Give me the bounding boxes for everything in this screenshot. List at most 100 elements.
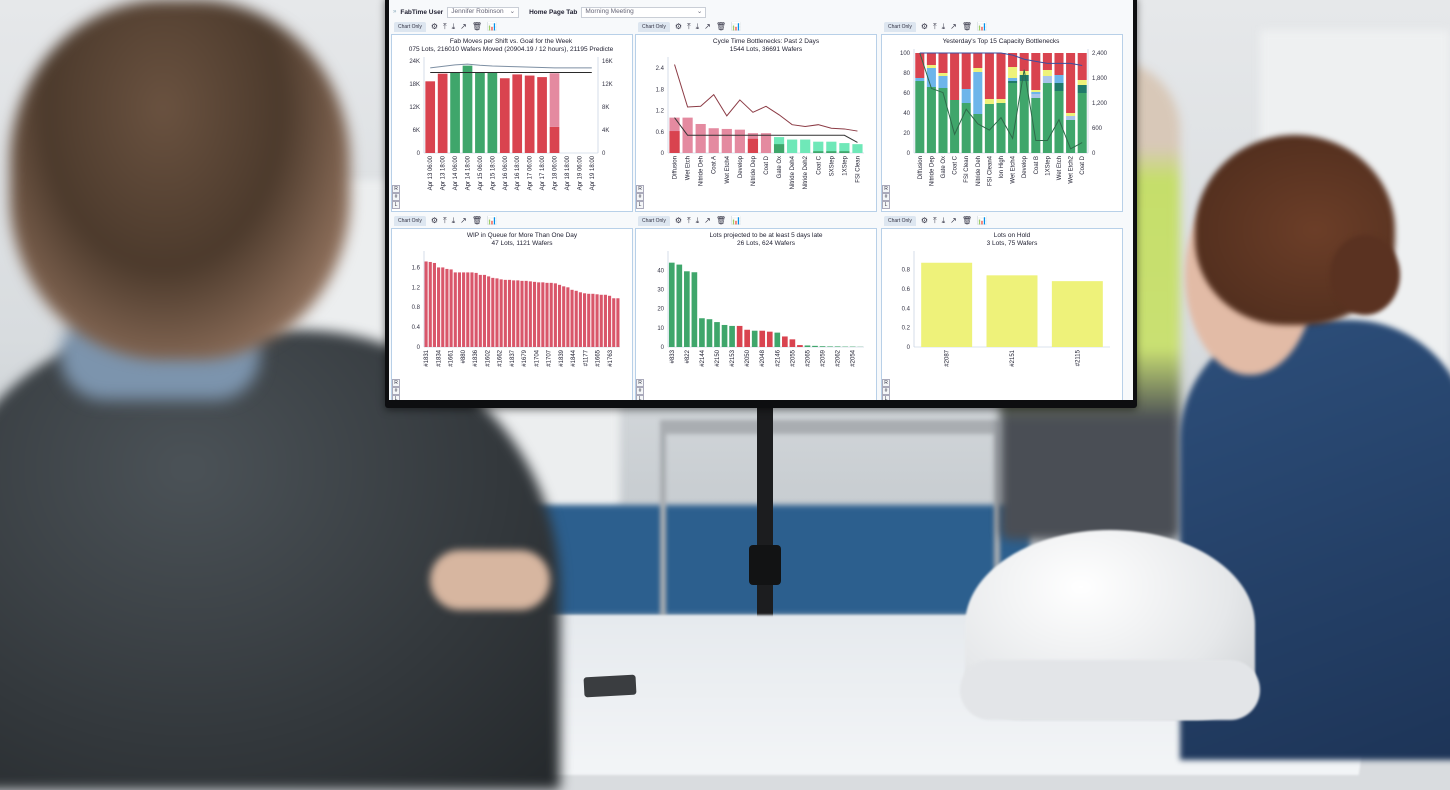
bar (608, 296, 611, 347)
bar (676, 265, 682, 347)
side-button[interactable]: # (392, 387, 400, 395)
chart-icon[interactable]: 📊 (487, 23, 497, 31)
chart-icon[interactable]: 📊 (977, 23, 987, 31)
chart-icon[interactable]: 📊 (977, 217, 987, 225)
bar (612, 298, 615, 347)
export-icon[interactable]: ↗ (460, 217, 467, 225)
side-button[interactable]: L (636, 395, 644, 400)
bar (729, 326, 735, 347)
side-buttons: R#L (636, 185, 644, 209)
export-icon[interactable]: ↗ (704, 23, 711, 31)
export-icon[interactable]: ↗ (460, 23, 467, 31)
chart-only-button[interactable]: Chart Only (884, 22, 916, 32)
side-button[interactable]: L (392, 395, 400, 400)
side-button[interactable]: R (636, 379, 644, 387)
download-icon[interactable]: ⤓ (942, 23, 946, 31)
chart-subtitle: 1544 Lots, 36691 Wafers (730, 46, 803, 53)
side-button[interactable]: R (392, 185, 400, 193)
export-icon[interactable]: ↗ (950, 217, 957, 225)
gear-icon[interactable]: ⚙ (675, 23, 682, 31)
pin-icon[interactable]: ⤒ (933, 23, 937, 31)
bar (450, 269, 453, 347)
chart-only-button[interactable]: Chart Only (884, 216, 916, 226)
pin-icon[interactable]: ⤒ (443, 217, 447, 225)
chart-icon[interactable]: 📊 (731, 217, 741, 225)
x-tick-label: #2065 (805, 349, 811, 366)
bar (1043, 53, 1052, 70)
trash-icon[interactable]: 🗑 (962, 217, 972, 225)
trash-icon[interactable]: 🗑 (716, 217, 726, 225)
side-button[interactable]: # (636, 387, 644, 395)
double-chevron-right-icon[interactable]: » (393, 9, 396, 15)
side-button[interactable]: R (882, 185, 890, 193)
trash-icon[interactable]: 🗑 (472, 23, 482, 31)
side-button[interactable]: L (882, 395, 890, 400)
y-tick-label: 6K (413, 128, 420, 134)
chart-only-button[interactable]: Chart Only (638, 216, 670, 226)
bar (839, 151, 849, 153)
side-button[interactable]: L (636, 201, 644, 209)
bar (454, 272, 457, 347)
side-button[interactable]: R (636, 185, 644, 193)
pin-icon[interactable]: ⤒ (443, 23, 447, 31)
bar (748, 139, 758, 153)
user-select[interactable]: Jennifer Robinson⌄ (447, 7, 519, 18)
y2-tick-label: 1,200 (1092, 101, 1108, 107)
chart-only-button[interactable]: Chart Only (638, 22, 670, 32)
bar (973, 53, 982, 68)
side-button[interactable]: R (882, 379, 890, 387)
woman-face (1185, 175, 1315, 375)
bar (558, 285, 561, 347)
side-button[interactable]: # (882, 193, 890, 201)
chart-icon[interactable]: 📊 (487, 217, 497, 225)
download-icon[interactable]: ⤓ (696, 23, 700, 31)
trash-icon[interactable]: 🗑 (472, 217, 482, 225)
bar (684, 271, 690, 347)
gear-icon[interactable]: ⚙ (921, 217, 928, 225)
panel-toolbar: Chart Only ⚙ ⤒ ⤓ ↗ 🗑 📊 (391, 214, 633, 228)
side-button[interactable]: L (882, 201, 890, 209)
gear-icon[interactable]: ⚙ (675, 217, 682, 225)
side-button[interactable]: L (392, 201, 400, 209)
bar (790, 339, 796, 347)
export-icon[interactable]: ↗ (950, 23, 957, 31)
trash-icon[interactable]: 🗑 (716, 23, 726, 31)
side-button[interactable]: R (392, 379, 400, 387)
download-icon[interactable]: ⤓ (452, 23, 456, 31)
side-button[interactable]: # (636, 193, 644, 201)
gear-icon[interactable]: ⚙ (431, 23, 438, 31)
side-button[interactable]: # (392, 193, 400, 201)
bar (714, 322, 720, 347)
chart-icon[interactable]: 📊 (731, 23, 741, 31)
x-tick-label: #1763 (608, 349, 614, 366)
download-icon[interactable]: ⤓ (452, 217, 456, 225)
panel-toolbar: Chart Only ⚙ ⤒ ⤓ ↗ 🗑 📊 (635, 214, 877, 228)
bar (996, 53, 1005, 99)
bar (761, 133, 771, 153)
bar (669, 263, 675, 347)
bar (487, 276, 490, 347)
bar (458, 272, 461, 347)
trash-icon[interactable]: 🗑 (962, 23, 972, 31)
gear-icon[interactable]: ⚙ (921, 23, 928, 31)
pin-icon[interactable]: ⤒ (933, 217, 937, 225)
download-icon[interactable]: ⤓ (942, 217, 946, 225)
x-tick-label: 1XStep (1045, 155, 1051, 175)
y-tick-label: 20 (657, 307, 664, 313)
chart-only-button[interactable]: Chart Only (394, 216, 426, 226)
chart-only-button[interactable]: Chart Only (394, 22, 426, 32)
pin-icon[interactable]: ⤒ (687, 23, 691, 31)
man-collar (60, 310, 260, 400)
side-button[interactable]: # (882, 387, 890, 395)
pin-icon[interactable]: ⤒ (687, 217, 691, 225)
gear-icon[interactable]: ⚙ (431, 217, 438, 225)
download-icon[interactable]: ⤓ (696, 217, 700, 225)
chevron-down-icon: ⌄ (510, 8, 515, 16)
bar (1078, 53, 1087, 80)
chart-subtitle: 3 Lots, 75 Wafers (987, 240, 1038, 247)
export-icon[interactable]: ↗ (704, 217, 711, 225)
x-tick-label: #1844 (571, 349, 577, 366)
chart-panel: Chart Only⚙⤒⤓↗🗑📊Lots projected to be at … (635, 214, 877, 400)
tab-select[interactable]: Morning Meeting⌄ (581, 7, 706, 18)
woman-hair-bun (1330, 235, 1400, 315)
